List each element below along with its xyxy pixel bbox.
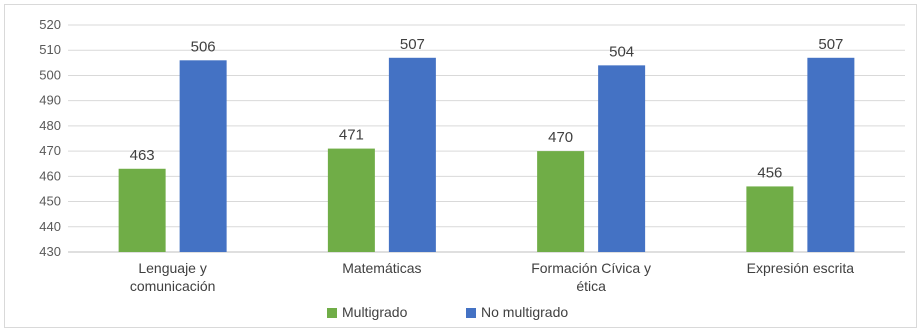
bar-no-multigrado (388, 57, 436, 253)
bar-no-multigrado (598, 65, 646, 252)
category-label: comunicación (130, 278, 216, 294)
y-tick-label: 510 (39, 42, 61, 57)
chart-frame: 430 440 450 460 470 480 490 500 510 520 463 506 471… (4, 4, 917, 328)
legend-label: Multigrado (342, 304, 408, 320)
bar-no-multigrado (179, 60, 227, 252)
bar-multigrado (746, 186, 794, 252)
y-tick-label: 450 (39, 194, 61, 209)
bars (118, 57, 855, 253)
bar-no-multigrado (807, 57, 855, 253)
x-axis-category-labels: Lenguaje y comunicación Matemáticas Formaci… (130, 260, 854, 294)
data-label: 506 (191, 38, 216, 55)
y-tick-label: 480 (39, 118, 61, 133)
legend-swatch (466, 308, 476, 318)
category-label: ética (576, 278, 606, 294)
category-label: Formación Cívica y (531, 260, 651, 276)
y-axis-tick-labels: 430 440 450 460 470 480 490 500 510 520 (39, 17, 61, 259)
data-label: 470 (548, 129, 573, 146)
category-label: Expresión escrita (747, 260, 855, 276)
legend-swatch (327, 308, 337, 318)
y-tick-label: 470 (39, 143, 61, 158)
legend: Multigrado No multigrado (327, 304, 568, 320)
y-tick-label: 440 (39, 219, 61, 234)
y-tick-label: 430 (39, 244, 61, 259)
data-label: 471 (339, 127, 364, 144)
data-label: 504 (609, 43, 634, 60)
bar-multigrado (327, 148, 375, 252)
data-label: 463 (130, 147, 155, 164)
data-labels: 463 506 471 507 470 504 456 507 (130, 36, 844, 182)
y-tick-label: 490 (39, 93, 61, 108)
data-label: 456 (757, 164, 782, 181)
category-label: Matemáticas (342, 260, 421, 276)
bar-multigrado (118, 168, 166, 252)
y-tick-label: 460 (39, 168, 61, 183)
data-label: 507 (818, 36, 843, 53)
category-label: Lenguaje y (138, 260, 207, 276)
bar-chart: 430 440 450 460 470 480 490 500 510 520 463 506 471… (39, 17, 905, 320)
y-tick-label: 520 (39, 17, 61, 32)
legend-label: No multigrado (481, 304, 568, 320)
bar-multigrado (537, 151, 585, 252)
data-label: 507 (400, 36, 425, 53)
y-tick-label: 500 (39, 67, 61, 82)
